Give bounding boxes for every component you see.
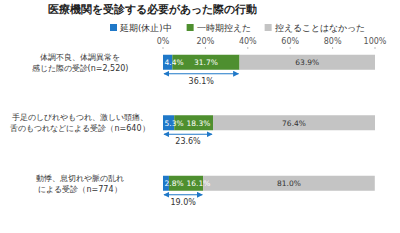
bar-segment bbox=[213, 115, 375, 130]
category-label: 体調不良、体調異常を感じた際の受診(n=2,520) bbox=[32, 53, 129, 73]
tick-mark bbox=[247, 47, 248, 49]
data-label: 81.0% bbox=[277, 179, 301, 188]
tick-label: 20% bbox=[197, 37, 215, 46]
tick-mark bbox=[290, 47, 291, 49]
tick-label: 40% bbox=[239, 37, 257, 46]
total-label: 23.6% bbox=[175, 137, 201, 146]
tick-label: 0% bbox=[157, 37, 170, 46]
tick-mark bbox=[375, 47, 376, 49]
data-label: 31.7% bbox=[194, 58, 218, 67]
total-bracket bbox=[164, 134, 212, 135]
data-label: 2.8% bbox=[165, 179, 184, 188]
tick-mark bbox=[205, 47, 206, 49]
bar-segment bbox=[240, 55, 375, 70]
tick-mark bbox=[332, 47, 333, 49]
title: 医療機関を受診する必要があった際の行動 bbox=[48, 3, 257, 16]
x-axis: 0% 20% 40% 60% 80% 100% bbox=[157, 37, 387, 49]
chart: 医療機関を受診する必要があった際の行動延期(休止)中 一時期控えた 控えることはなか… bbox=[0, 0, 400, 233]
legend-label: 延期(休止)中 bbox=[119, 23, 172, 33]
tick-label: 100% bbox=[364, 37, 387, 46]
data-label: 18.3% bbox=[187, 119, 211, 128]
data-label: 5.3% bbox=[165, 119, 184, 128]
tick-label: 80% bbox=[324, 37, 342, 46]
data-labels: 4.4% 31.7% 63.9% 5.3%18.3% 76.4% 2.8%16.1% 81.… bbox=[165, 58, 320, 188]
data-label: 63.9% bbox=[295, 58, 319, 67]
total-label: 19.0% bbox=[170, 198, 196, 207]
data-label: 4.4% bbox=[165, 58, 184, 67]
bar-segment bbox=[203, 176, 375, 191]
tick-mark bbox=[163, 47, 164, 49]
legend-label: 控えることはなかった bbox=[275, 23, 365, 33]
total-bracket bbox=[164, 73, 239, 74]
annotations: 36.1% 23.6% 19.0% bbox=[164, 74, 239, 207]
legend-label: 一時期控えた bbox=[197, 23, 251, 33]
data-label: 76.4% bbox=[282, 119, 306, 128]
legend: 延期(休止)中 一時期控えた 控えることはなかった bbox=[110, 23, 365, 33]
legend-swatch bbox=[187, 24, 194, 31]
category-label: 手足のしびれやもつれ、激しい頭痛、舌のもつれなどによる受診（n=640） bbox=[10, 113, 149, 133]
legend-swatch bbox=[110, 24, 117, 31]
category-labels: 体調不良、体調異常を感じた際の受診(n=2,520) 手足のしびれやもつれ、激しい… bbox=[10, 53, 149, 194]
total-bracket bbox=[164, 194, 202, 195]
bars bbox=[163, 55, 375, 191]
legend-swatch bbox=[265, 24, 272, 31]
category-label: 動悸、息切れや脈の乱れによる受診（n=774） bbox=[36, 174, 124, 194]
tick-label: 60% bbox=[281, 37, 299, 46]
total-label: 36.1% bbox=[189, 77, 215, 86]
data-label: 16.1% bbox=[187, 179, 211, 188]
